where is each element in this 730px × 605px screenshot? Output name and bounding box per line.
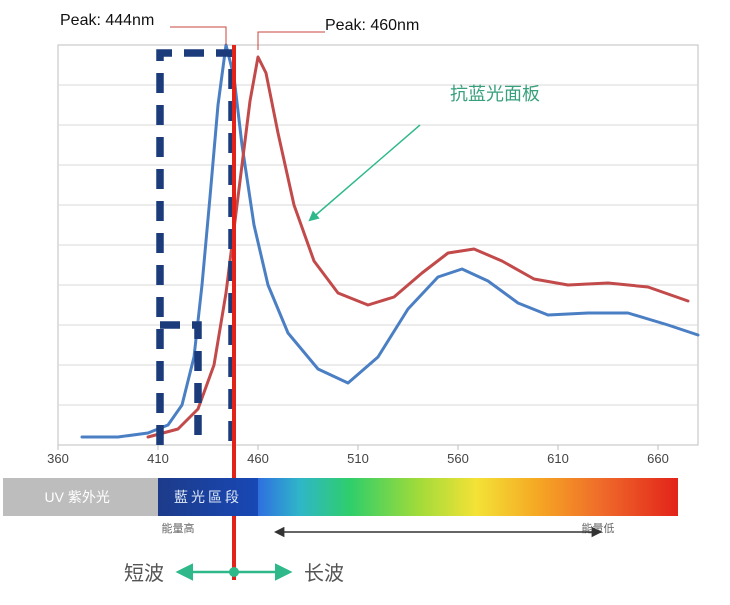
peak-444-label: Peak: 444nm bbox=[60, 12, 154, 29]
short-wave-label: 短波 bbox=[124, 562, 164, 585]
x-tick-label: 360 bbox=[47, 451, 69, 466]
x-tick-label: 410 bbox=[147, 451, 169, 466]
blue-band-label: 藍光區段 bbox=[174, 489, 242, 505]
x-tick-label: 660 bbox=[647, 451, 669, 466]
uv-band-label: UV 紫外光 bbox=[45, 489, 110, 505]
spectrum-chart: 360 410 460 510 560 610 660 Peak: 444nm Peak: 46… bbox=[0, 0, 730, 605]
x-tick-label: 460 bbox=[247, 451, 269, 466]
peak-460-label: Peak: 460nm bbox=[325, 17, 419, 34]
x-tick-label: 610 bbox=[547, 451, 569, 466]
energy-low-label: 能量低 bbox=[582, 521, 615, 535]
long-wave-label: 长波 bbox=[304, 562, 344, 585]
visible-spectrum bbox=[258, 478, 678, 516]
annotation-anti-blue: 抗蓝光面板 bbox=[450, 84, 540, 104]
wave-axis-dot bbox=[229, 567, 239, 577]
x-tick-label: 510 bbox=[347, 451, 369, 466]
x-tick-label: 560 bbox=[447, 451, 469, 466]
energy-high-label: 能量高 bbox=[162, 521, 195, 535]
